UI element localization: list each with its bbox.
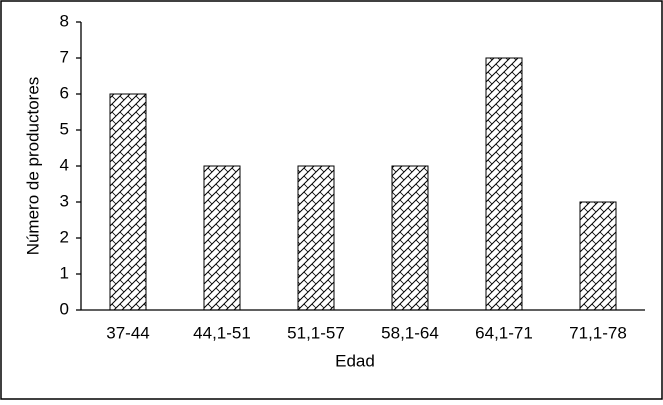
x-tick-label: 71,1-78 xyxy=(569,323,627,342)
y-tick-label: 1 xyxy=(60,263,69,282)
bar xyxy=(391,165,429,311)
y-tick-label: 8 xyxy=(60,11,69,30)
y-tick-label: 5 xyxy=(60,119,69,138)
bar xyxy=(203,165,241,311)
x-tick-label: 58,1-64 xyxy=(381,323,439,342)
y-tick-label: 4 xyxy=(60,155,69,174)
x-tick-label: 37-44 xyxy=(106,323,149,342)
y-axis-label: Número de productores xyxy=(23,77,42,256)
y-tick-label: 7 xyxy=(60,47,69,66)
bar xyxy=(485,57,523,311)
x-axis-label: Edad xyxy=(335,351,375,370)
y-tick-label: 6 xyxy=(60,83,69,102)
y-tick-label: 2 xyxy=(60,227,69,246)
bar xyxy=(579,201,617,311)
x-tick-label: 51,1-57 xyxy=(287,323,345,342)
y-tick-label: 0 xyxy=(60,299,69,318)
x-tick-label: 64,1-71 xyxy=(475,323,533,342)
x-tick-label: 44,1-51 xyxy=(193,323,251,342)
y-tick-label: 3 xyxy=(60,191,69,210)
bar xyxy=(297,165,335,311)
bar xyxy=(109,93,147,311)
